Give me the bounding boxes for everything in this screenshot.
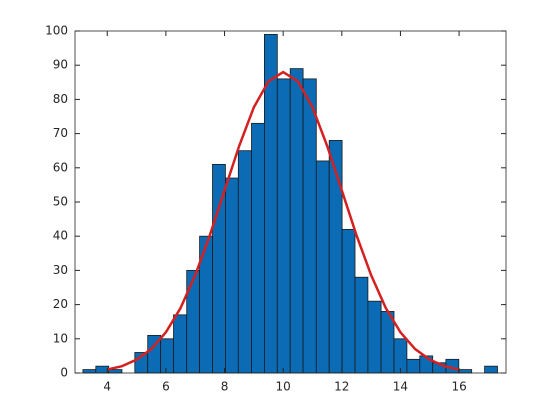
- x-tick-label: 10: [276, 380, 291, 394]
- bar: [225, 177, 239, 374]
- bar: [354, 276, 369, 374]
- bar: [484, 365, 498, 374]
- y-tick-label: 100: [45, 24, 68, 38]
- bar: [393, 338, 408, 374]
- fit-curve: [106, 70, 460, 371]
- bar: [173, 314, 188, 374]
- y-tick-label: 70: [53, 126, 68, 140]
- bar: [108, 369, 123, 374]
- bar: [458, 369, 473, 374]
- bar: [341, 228, 356, 374]
- bar: [406, 358, 421, 374]
- y-tick-label: 50: [53, 195, 68, 209]
- bar: [186, 269, 201, 374]
- y-tick-label: 40: [53, 229, 68, 243]
- bar: [160, 338, 174, 374]
- y-tick-label: 80: [53, 92, 68, 106]
- bar: [251, 122, 265, 374]
- y-tick-label: 30: [53, 263, 68, 277]
- y-tick-label: 60: [53, 160, 68, 174]
- x-tick-label: 12: [334, 380, 349, 394]
- bar: [237, 150, 252, 374]
- bar: [302, 78, 317, 374]
- x-tick-label: 8: [221, 380, 229, 394]
- bar: [276, 78, 291, 374]
- bar: [367, 300, 382, 374]
- bar: [289, 68, 304, 374]
- x-tick-label: 14: [393, 380, 408, 394]
- x-tick-label: 4: [103, 380, 111, 394]
- bar: [315, 160, 330, 374]
- y-tick-label: 0: [60, 366, 68, 380]
- x-tick-label: 16: [451, 380, 466, 394]
- x-tick-label: 6: [162, 380, 170, 394]
- y-tick-label: 20: [53, 297, 68, 311]
- y-tick-label: 10: [53, 331, 68, 345]
- bar: [82, 369, 97, 374]
- y-tick-label: 90: [53, 58, 68, 72]
